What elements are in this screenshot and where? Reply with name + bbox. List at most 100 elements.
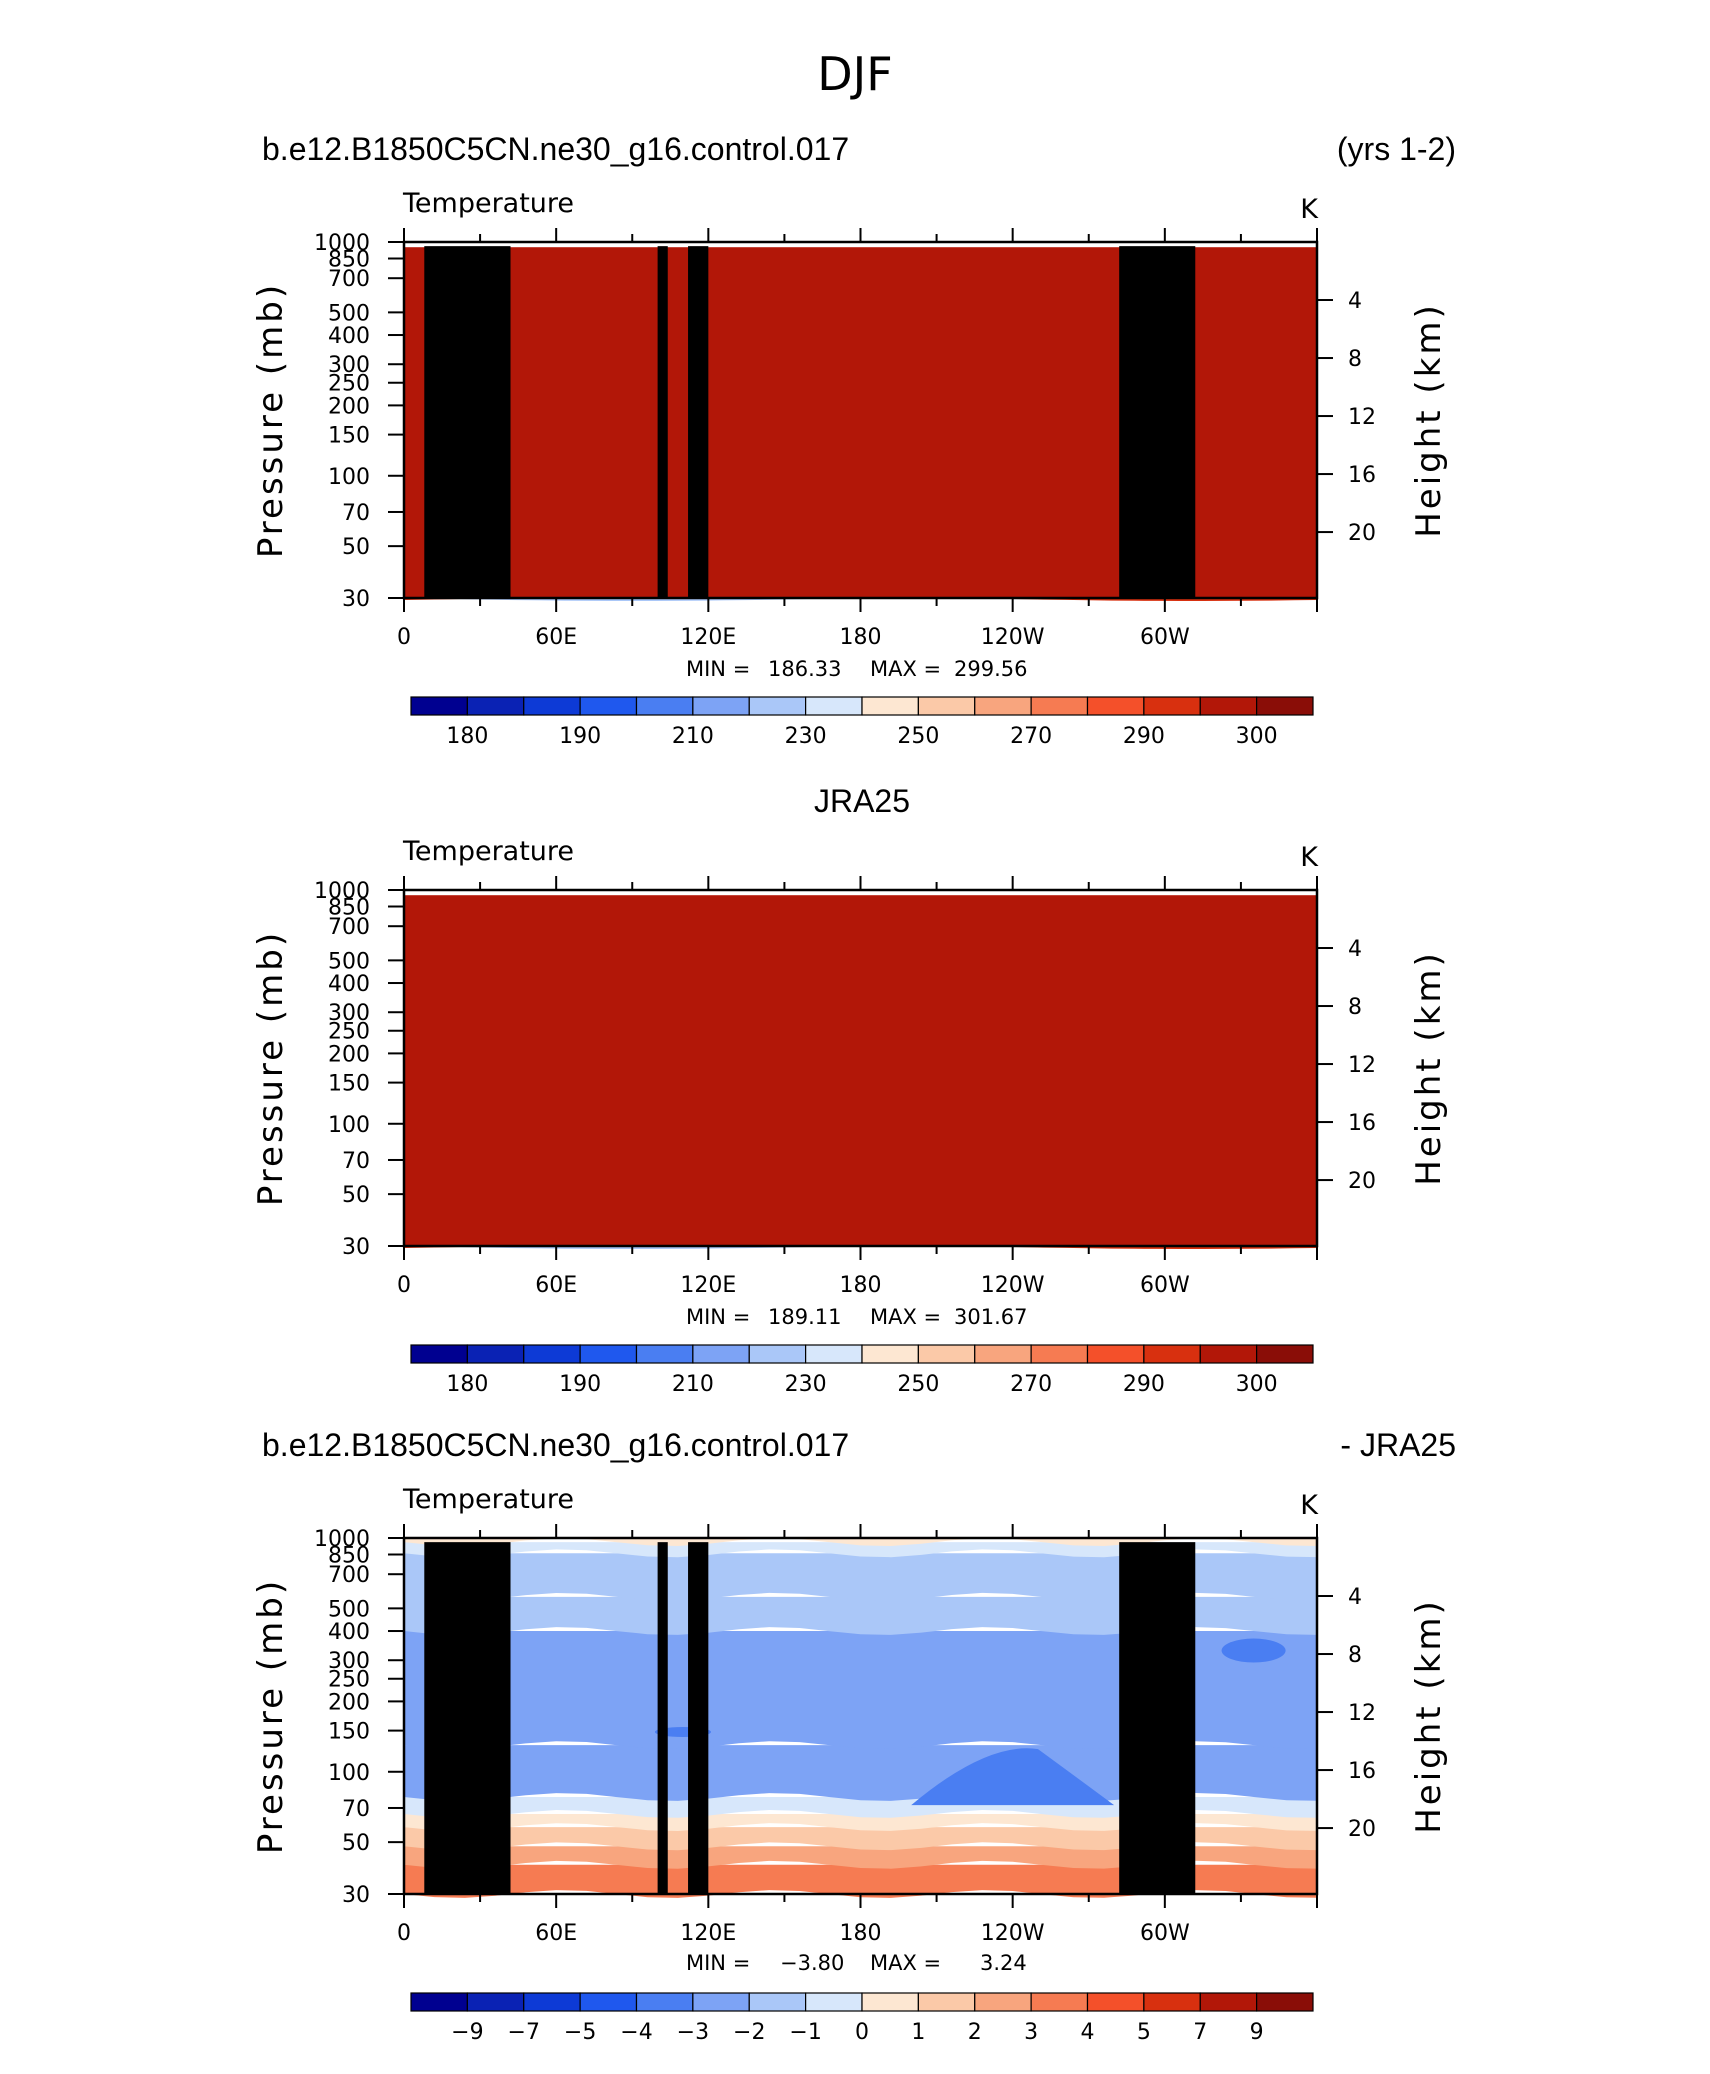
min-label: MIN = [686,657,750,681]
colorbar-swatch [635,1344,694,1364]
colorbar-swatch [917,1992,976,2012]
colorbar-swatch [579,1344,638,1364]
pressure-tick-label: 200 [328,394,370,419]
pressure-tick-label: 850 [328,895,370,920]
contour-band [404,1553,1317,1601]
x-tick-label: 120E [680,1921,736,1946]
max-label: MAX = [870,1951,941,1975]
colorbar-label: 300 [1236,724,1278,749]
colorbar-label: 290 [1123,724,1165,749]
colorbar-label: −4 [620,2020,652,2045]
contour-band [404,1538,1317,1546]
panel-model: b.e12.B1850C5CN.ne30_g16.control.017 (yr… [251,131,1456,749]
pressure-tick-label: 500 [328,1597,370,1622]
colorbar-label: 190 [559,1372,601,1397]
colorbar-label: −5 [564,2020,596,2045]
y-axis-label-left: Pressure (mb) [251,282,291,558]
contour-plot [404,246,1317,601]
pressure-tick-label: 200 [328,1690,370,1715]
units-label: K [1300,842,1319,873]
height-tick-label: 12 [1348,1701,1376,1726]
y-axis-label-right: Height (km) [1409,1598,1449,1834]
colorbar-swatch [579,696,638,716]
panel-title-right: - JRA25 [1340,1427,1456,1463]
colorbar-label: 210 [672,724,714,749]
colorbar-swatch [1199,1992,1258,2012]
pressure-tick-label: 850 [328,247,370,272]
panel-title-left: b.e12.B1850C5CN.ne30_g16.control.017 [262,1427,849,1463]
pressure-tick-label: 1000 [314,879,370,904]
pressure-tick-label: 200 [328,1042,370,1067]
min-value: −3.80 [780,1951,844,1975]
colorbar-swatch [1256,1344,1314,1364]
height-tick-label: 20 [1348,1169,1376,1194]
x-tick-label: 60E [535,625,577,650]
pressure-tick-label: 700 [328,1563,370,1588]
colorbar-swatch [523,1992,581,2012]
height-tick-label: 16 [1348,1759,1376,1784]
colorbar-swatch [1030,1344,1089,1364]
colorbar-swatch [466,1344,525,1364]
pressure-tick-label: 70 [342,501,370,526]
colorbar-label: 3 [1024,2020,1038,2045]
colorbar-label: 2 [968,2020,982,2045]
colorbar-label: 180 [446,1372,488,1397]
pressure-tick-label: 300 [328,1649,370,1674]
colorbar-swatch [410,696,468,716]
max-label: MAX = [870,1305,941,1329]
pressure-tick-label: 500 [328,949,370,974]
colorbar-swatch [1256,696,1314,716]
panel-difference: b.e12.B1850C5CN.ne30_g16.control.017 - J… [251,1427,1456,2045]
panel-title-left: b.e12.B1850C5CN.ne30_g16.control.017 [262,131,849,167]
min-value: 189.11 [768,1305,841,1329]
x-tick-label: 120W [981,1273,1045,1298]
colorbar-label: 270 [1010,724,1052,749]
units-label: K [1300,194,1319,225]
contour-band [404,1846,1317,1869]
x-tick-label: 180 [840,1273,882,1298]
height-tick-label: 20 [1348,1817,1376,1842]
colorbar-swatch [805,1992,863,2012]
colorbar-label: 250 [897,1372,939,1397]
x-tick-label: 60W [1140,1273,1190,1298]
colorbar-swatch [1030,1992,1089,2012]
pressure-tick-label: 250 [328,1020,370,1045]
panel-title-center: JRA25 [814,783,910,819]
colorbar-swatch [748,1344,807,1364]
pressure-tick-label: 50 [342,535,370,560]
pressure-tick-label: 850 [328,1543,370,1568]
height-tick-label: 4 [1348,1585,1362,1610]
height-tick-label: 20 [1348,521,1376,546]
pressure-tick-label: 150 [328,1720,370,1745]
pressure-tick-label: 100 [328,465,370,490]
min-value: 186.33 [768,657,841,681]
pressure-tick-label: 30 [342,1883,370,1908]
colorbar-swatch [1143,696,1201,716]
pressure-tick-label: 400 [328,324,370,349]
pressure-tick-label: 30 [342,1235,370,1260]
pressure-tick-label: 500 [328,301,370,326]
figure-title: DJF [817,47,892,101]
pressure-tick-label: 400 [328,1620,370,1645]
colorbar-swatch [579,1992,638,2012]
contour-band [404,1631,1317,1749]
colorbar-swatch [523,1344,581,1364]
pressure-tick-label: 150 [328,1072,370,1097]
colorbar-label: 7 [1193,2020,1207,2045]
x-tick-label: 180 [840,625,882,650]
topography-mask [1119,1542,1196,1894]
height-tick-label: 8 [1348,1643,1362,1668]
x-tick-label: 60W [1140,1921,1190,1946]
colorbar-swatch [1086,1344,1145,1364]
pressure-tick-label: 50 [342,1831,370,1856]
colorbar: 180 190 210 230 250 270 290 300 [410,696,1314,749]
colorbar-label: 270 [1010,1372,1052,1397]
variable-label: Temperature [402,1484,574,1515]
y-axis-label-right: Height (km) [1409,302,1449,538]
contour-band [404,1827,1317,1851]
colorbar-swatch [974,1992,1032,2012]
colorbar-swatch [466,696,525,716]
cold-anomaly [911,1748,1115,1806]
colorbar-swatch [1199,696,1258,716]
colorbar: −9 −7 −5 −4 −3 −2 −1 0 1 2 3 4 5 7 9 [410,1992,1314,2045]
